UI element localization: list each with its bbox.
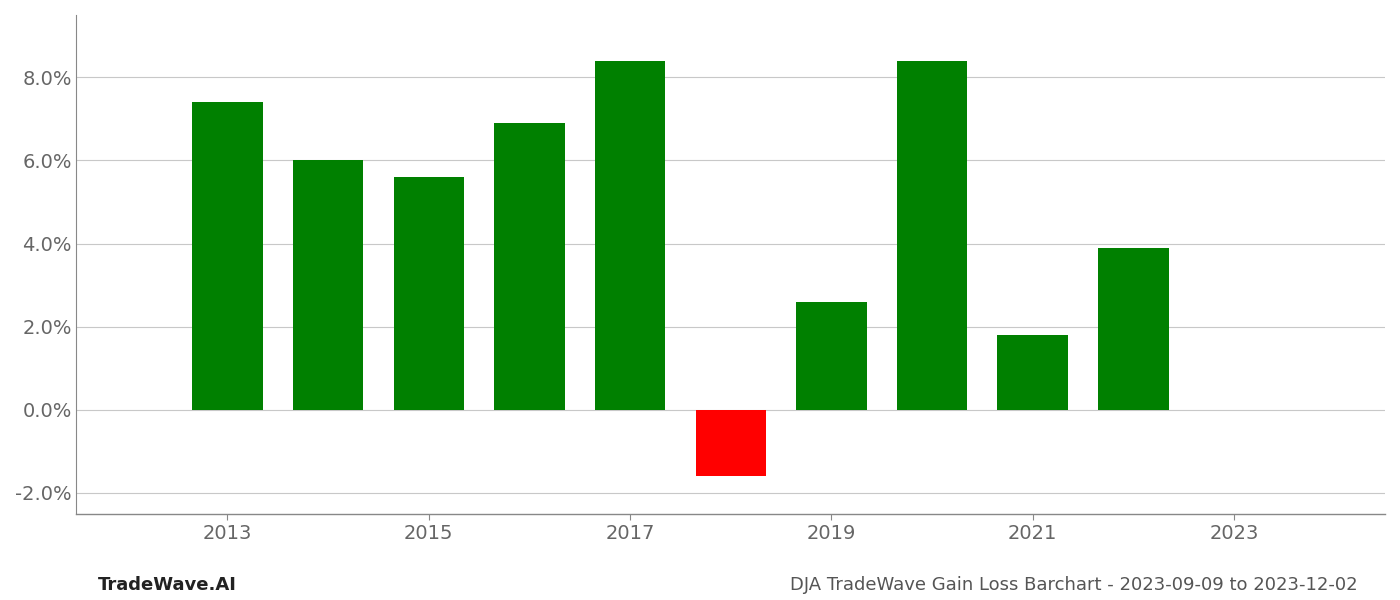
Bar	[696, 410, 766, 476]
Bar	[393, 177, 463, 410]
Bar	[192, 102, 263, 410]
Bar	[494, 123, 564, 410]
Bar	[293, 160, 364, 410]
Bar	[797, 302, 867, 410]
Text: DJA TradeWave Gain Loss Barchart - 2023-09-09 to 2023-12-02: DJA TradeWave Gain Loss Barchart - 2023-…	[791, 576, 1358, 594]
Bar	[897, 61, 967, 410]
Bar	[997, 335, 1068, 410]
Bar	[1098, 248, 1169, 410]
Text: TradeWave.AI: TradeWave.AI	[98, 576, 237, 594]
Bar	[595, 61, 665, 410]
